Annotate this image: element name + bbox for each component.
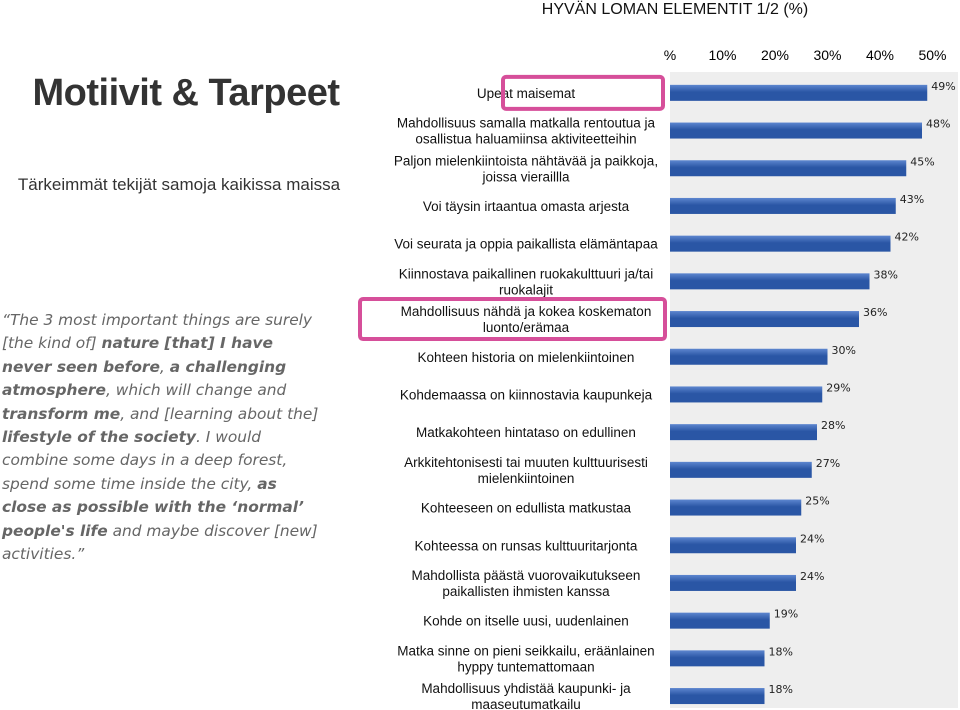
bar [670, 160, 907, 177]
bar [670, 235, 891, 252]
quote-segment: lifestyle of the society [2, 428, 197, 447]
data-label: 36% [863, 306, 887, 319]
x-tick-label: 30% [813, 47, 841, 63]
data-label: 25% [805, 495, 829, 508]
bar [670, 461, 812, 478]
category-label: hyppy tuntemattomaan [457, 659, 594, 674]
bar [670, 197, 896, 214]
category-label: mielenkiintoinen [478, 471, 575, 486]
category-label: Matka sinne on pieni seikkailu, eräänlai… [397, 643, 654, 658]
bar [670, 273, 870, 290]
x-tick-label: 20% [761, 47, 789, 63]
data-label: 18% [769, 645, 793, 658]
data-label: 38% [874, 268, 898, 281]
category-label: Kohteen historia on mielenkiintoinen [418, 350, 635, 365]
quote-segment: , and [learning about the] [120, 404, 319, 423]
bar [670, 84, 928, 101]
category-label: ruokalajit [499, 282, 553, 297]
highlight-box [358, 297, 667, 342]
data-label: 24% [800, 532, 824, 545]
data-label: 49% [931, 80, 955, 93]
bar [670, 650, 765, 667]
data-label: 19% [774, 608, 798, 621]
bar [670, 122, 922, 139]
quote-segment: and maybe discover [new] activities. [2, 521, 318, 564]
quote-segment: a challenging atmosphere [2, 357, 287, 400]
bar [670, 612, 770, 629]
category-label: Mahdollisuus nähdä ja kokea koskematon [401, 304, 652, 319]
quote-segment: , [159, 357, 170, 376]
data-label: 48% [926, 118, 950, 131]
category-label: joissa vieraillla [481, 169, 570, 184]
category-label: Voi täysin irtaantua omasta arjesta [423, 199, 630, 214]
category-label: Mahdollisuus yhdistää kaupunki- ja [421, 681, 631, 696]
quote-segment: , which will change and [105, 381, 287, 400]
quote-segment: nature [that] I have never seen before [2, 334, 273, 376]
data-label: 28% [821, 419, 845, 432]
category-label: Kohdemaassa on kiinnostavia kaupunkeja [400, 387, 653, 402]
quote-segment: The 3 most important things are surely [… [2, 311, 313, 353]
category-label: Kohde on itselle uusi, uudenlainen [423, 614, 629, 629]
bar [670, 386, 823, 403]
page-title: Motiivit & Tarpeet [32, 72, 341, 114]
category-label: Kohteessa on runsas kulttuuritarjonta [415, 538, 638, 553]
data-label: 30% [832, 344, 856, 357]
category-label: Voi seurata ja oppia paikallista elämänt… [394, 237, 658, 252]
interview-quote: “The 3 most important things are surely … [2, 311, 319, 564]
category-label: Upeat maisemat [477, 86, 576, 101]
category-label: Matkakohteen hintataso on edullinen [416, 425, 636, 440]
data-label: 24% [800, 570, 824, 583]
data-label: 45% [910, 155, 934, 168]
x-tick-label: 50% [918, 47, 946, 63]
data-label: 18% [769, 683, 793, 696]
data-label: 43% [900, 193, 924, 206]
bar [670, 537, 796, 554]
x-tick-label: 10% [708, 47, 736, 63]
quote-segment: transform me [2, 404, 121, 423]
chart-title: HYVÄN LOMAN ELEMENTIT 1/2 (%) [541, 1, 809, 18]
quote-segment: . I would combine some days in a deep fo… [2, 428, 288, 493]
bar [670, 424, 817, 441]
category-label: Arkkitehtonisesti tai muuten kulttuurise… [404, 455, 648, 470]
category-label: Mahdollista päästä vuorovaikutukseen [412, 568, 641, 583]
data-label: 42% [895, 231, 919, 244]
highlight-box [501, 74, 665, 111]
category-label: luonto/erämaa [483, 320, 570, 335]
category-label: Kiinnostava paikallinen ruokakulttuuri j… [399, 266, 653, 281]
data-label: 29% [826, 381, 850, 394]
bar [670, 348, 828, 365]
category-label: Mahdollisuus samalla matkalla rentoutua … [397, 116, 656, 131]
bar [670, 574, 796, 591]
category-label: Kohteeseen on edullista matkustaa [421, 501, 632, 516]
x-tick-label: 40% [866, 47, 894, 63]
category-label: paikallisten ihmisten kanssa [442, 584, 610, 599]
quote-segment: as close as possible with the ‘normal’ p… [2, 474, 304, 540]
x-tick-label: % [664, 47, 676, 63]
data-label: 27% [816, 457, 840, 470]
category-label: osallistua haluamiinsa aktiviteetteihin [415, 132, 636, 147]
category-label: maaseutumatkailu [471, 697, 581, 710]
category-label: Paljon mielenkiintoista nähtävää ja paik… [394, 153, 658, 168]
bar [670, 688, 765, 705]
bar [670, 499, 802, 516]
page-subtitle: Tärkeimmät tekijät samoja kaikissa maiss… [17, 175, 341, 194]
bar [670, 311, 859, 328]
